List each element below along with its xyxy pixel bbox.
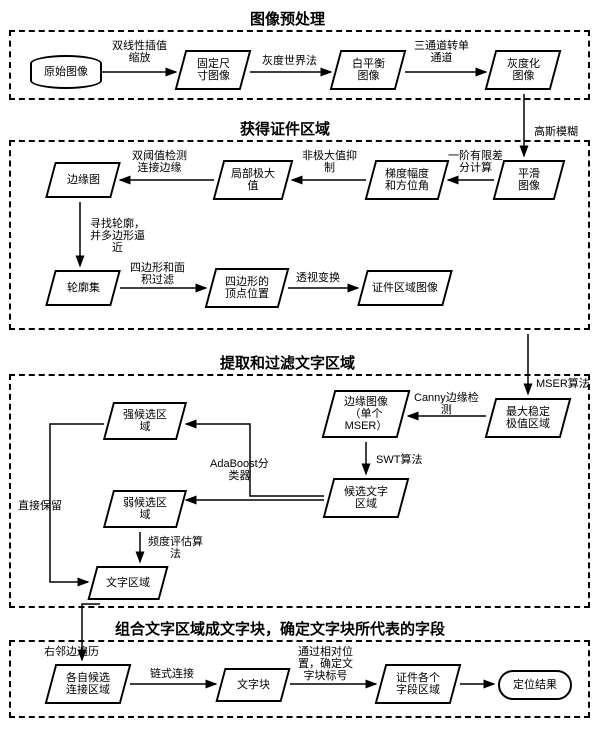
- node-n_grad: 梯度幅度和方位角: [365, 160, 450, 200]
- edge-label-4: 一阶有限差分计算: [448, 150, 503, 174]
- node-label: 轮廓集: [65, 282, 102, 294]
- edge-label-8: 四边形和面积过滤: [130, 262, 185, 286]
- edge-label-6: 双阈值检测连接边缘: [132, 150, 187, 174]
- node-n_weak: 弱候选区域: [103, 490, 187, 528]
- node-label: 证件区域图像: [370, 282, 440, 294]
- edge-label-19: 通过相对位置，确定文字块标号: [298, 646, 353, 682]
- edge-label-5: 非极大值抑制: [302, 150, 357, 174]
- node-n_raw: 原始图像: [30, 55, 102, 89]
- node-n_cand: 候选文字区域: [323, 478, 410, 518]
- node-label: 最大稳定极值区域: [504, 406, 552, 430]
- section-title-sec4: 组合文字区域成文字块，确定文字块所代表的字段: [115, 618, 445, 639]
- node-label: 固定尺寸图像: [195, 58, 232, 82]
- section-title-sec2: 获得证件区域: [240, 118, 330, 139]
- node-n_wb: 白平衡图像: [330, 50, 407, 90]
- edge-label-11: Canny边缘检测: [414, 392, 479, 416]
- edge-label-18: 链式连接: [150, 668, 194, 680]
- node-label: 边缘图: [65, 174, 102, 186]
- node-label: 各自候选连接区域: [64, 672, 112, 696]
- node-label: 证件各个字段区域: [394, 672, 442, 696]
- node-n_fixed: 固定尺寸图像: [175, 50, 252, 90]
- node-label: 局部极大值: [229, 168, 277, 192]
- node-label: 候选文字区域: [342, 486, 390, 510]
- edge-label-17: 右邻边遍历: [44, 646, 99, 658]
- node-label: 边缘图像（单个MSER）: [342, 396, 390, 432]
- node-n_mser: 最大稳定极值区域: [485, 398, 572, 438]
- node-n_concomp: 各自候选连接区域: [45, 664, 132, 704]
- edge-label-10: MSER算法: [536, 378, 590, 390]
- edge-label-15: 直接保留: [18, 500, 62, 512]
- edge-label-2: 三通道转单通道: [414, 40, 469, 64]
- edge-label-9: 透视变换: [296, 272, 340, 284]
- section-title-sec3: 提取和过滤文字区域: [220, 352, 355, 373]
- node-n_textreg: 文字区域: [87, 566, 168, 600]
- node-label: 定位结果: [513, 679, 557, 691]
- node-n_edge: 边缘图: [45, 162, 121, 198]
- node-n_quad: 四边形的顶点位置: [205, 268, 290, 308]
- node-n_cert: 证件区域图像: [357, 270, 453, 306]
- section-title-sec1: 图像预处理: [250, 8, 325, 29]
- node-label: 白平衡图像: [350, 58, 387, 82]
- edge-label-1: 灰度世界法: [262, 55, 317, 67]
- node-n_gray: 灰度化图像: [485, 50, 562, 90]
- node-label: 原始图像: [44, 66, 88, 78]
- edge-label-0: 双线性插值缩放: [112, 40, 167, 64]
- node-label: 文字区域: [104, 577, 152, 589]
- edge-label-16: 频度评估算法: [148, 536, 203, 560]
- node-label: 文字块: [235, 679, 272, 691]
- edge-label-13: AdaBoost分类器: [210, 458, 269, 482]
- node-label: 梯度幅度和方位角: [383, 168, 431, 192]
- edge-label-7: 寻找轮廓，并多边形逼近: [90, 218, 145, 254]
- node-n_contour: 轮廓集: [45, 270, 121, 306]
- node-label: 弱候选区域: [121, 497, 169, 521]
- node-label: 四边形的顶点位置: [223, 276, 271, 300]
- node-n_result: 定位结果: [498, 670, 572, 700]
- node-n_field: 证件各个字段区域: [375, 664, 462, 704]
- node-label: 强候选区域: [121, 409, 169, 433]
- node-n_block: 文字块: [215, 668, 290, 702]
- edge-label-3: 高斯模糊: [534, 126, 578, 138]
- node-n_smooth: 平滑图像: [493, 160, 566, 200]
- node-label: 平滑图像: [516, 168, 542, 192]
- edge-label-12: SWT算法: [376, 454, 422, 466]
- node-label: 灰度化图像: [505, 58, 542, 82]
- node-n_strong: 强候选区域: [103, 402, 187, 440]
- node-n_edgeimg: 边缘图像（单个MSER）: [322, 390, 411, 438]
- node-n_locmax: 局部极大值: [213, 160, 294, 200]
